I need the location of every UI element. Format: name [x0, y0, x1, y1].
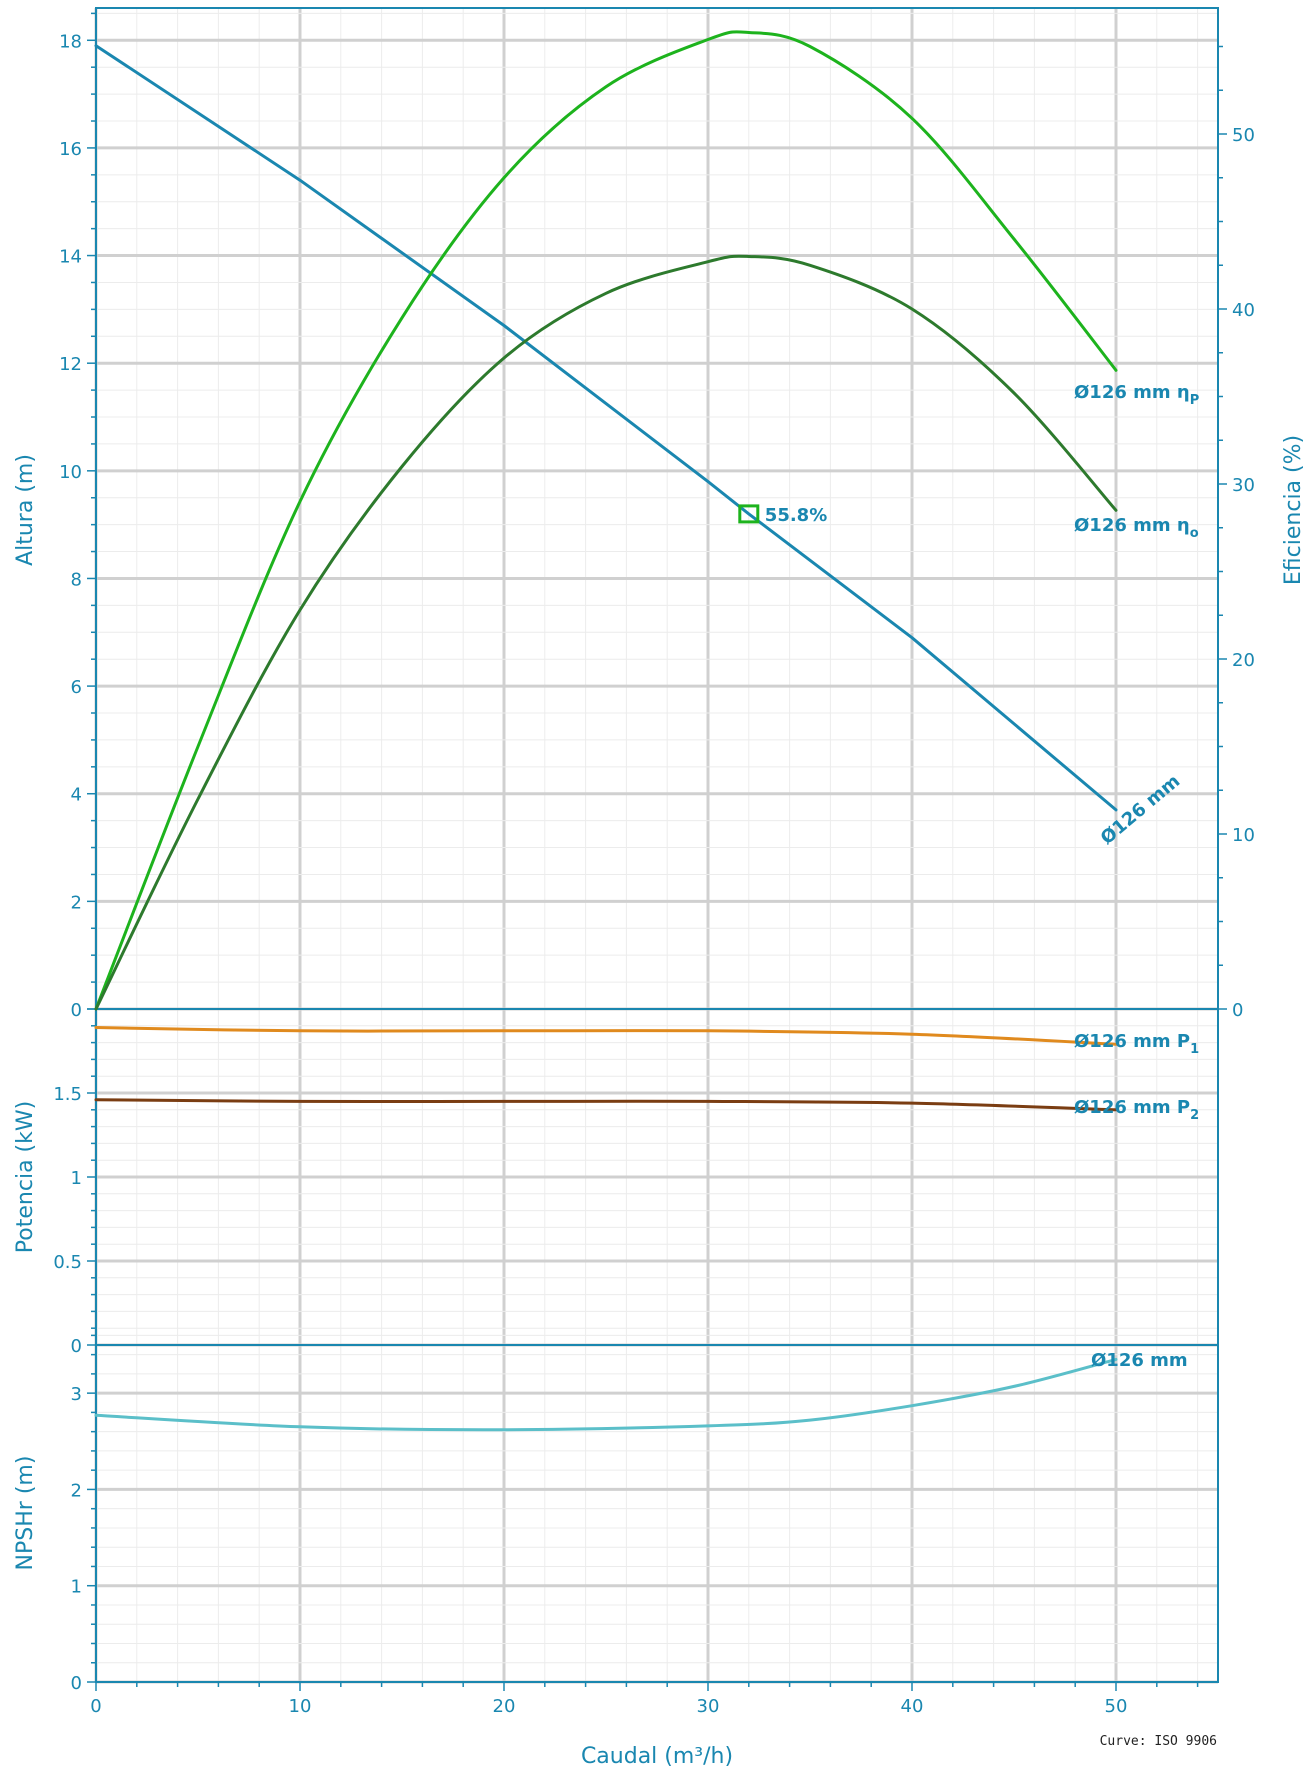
y-tick-label: 1.5	[53, 1084, 82, 1105]
eta-o-label-main: Ø126 mm η	[1074, 515, 1190, 536]
y-tick-label: 0.5	[53, 1252, 82, 1273]
bep-marker	[738, 504, 760, 524]
y-tick-label: 10	[59, 462, 82, 483]
y-tick-label: 4	[71, 785, 82, 806]
x-tick-label: 50	[1105, 1696, 1128, 1717]
eta-o-curve	[94, 254, 1118, 1011]
y-tick-label: 16	[59, 139, 82, 160]
x-tick-label: 10	[289, 1696, 312, 1717]
p1-label-sub: 1	[1190, 1042, 1199, 1057]
y-tick-label: 8	[71, 569, 82, 590]
x-tick-label: 40	[901, 1696, 924, 1717]
p1-curve	[94, 1026, 1118, 1046]
p1-label-main: Ø126 mm P	[1074, 1031, 1190, 1052]
y-tick-label: 0	[71, 1336, 82, 1357]
y-tick-label: 2	[71, 892, 82, 913]
eta-p-curve	[94, 30, 1118, 1011]
eta-p-label-main: Ø126 mm η	[1074, 382, 1190, 403]
eta-p-curve-label: Ø126 mm ηP	[1074, 382, 1199, 408]
npshr-axis-title: NPSHr (m)	[13, 1456, 38, 1571]
y-tick-label: 3	[71, 1384, 82, 1405]
p2-label-sub: 2	[1190, 1108, 1199, 1123]
y2-tick-label: 10	[1232, 825, 1255, 846]
head-curve	[94, 44, 1118, 812]
y2-tick-label: 0	[1232, 1000, 1243, 1021]
y2-tick-label: 20	[1232, 650, 1255, 671]
p2-curve	[94, 1098, 1118, 1112]
y-tick-label: 2	[71, 1480, 82, 1501]
y-tick-label: 18	[59, 31, 82, 52]
y-tick-label: 1	[71, 1577, 82, 1598]
y-tick-label: 12	[59, 354, 82, 375]
p2-label-main: Ø126 mm P	[1074, 1097, 1190, 1118]
eficiencia-axis-title: Eficiencia (%)	[1281, 435, 1306, 585]
y-tick-label: 1	[71, 1168, 82, 1189]
y-tick-label: 0	[71, 1000, 82, 1021]
npsh-curve-label: Ø126 mm	[1091, 1350, 1188, 1371]
x-tick-label: 30	[697, 1696, 720, 1717]
eta-o-curve-label: Ø126 mm ηo	[1074, 515, 1199, 541]
y-tick-label: 14	[59, 247, 82, 268]
p2-curve-label: Ø126 mm P2	[1074, 1097, 1199, 1123]
caudal-axis-title: Caudal (m³/h)	[581, 1744, 733, 1769]
npsh-panel-frame	[95, 1344, 1219, 1683]
potencia-axis-title: Potencia (kW)	[13, 1101, 38, 1253]
npsh-curve	[94, 1357, 1118, 1432]
y2-tick-label: 30	[1232, 475, 1255, 496]
x-tick-label: 20	[493, 1696, 516, 1717]
eta-p-label-sub: P	[1190, 393, 1200, 408]
altura-axis-title: Altura (m)	[13, 454, 38, 566]
y-tick-label: 6	[71, 677, 82, 698]
y-tick-label: 0	[71, 1673, 82, 1694]
bep-efficiency-label: 55.8%	[765, 505, 827, 526]
eta-o-label-sub: o	[1190, 526, 1199, 541]
y2-tick-label: 50	[1232, 125, 1255, 146]
curve-standard-footnote: Curve: ISO 9906	[1100, 1734, 1217, 1749]
p1-curve-label: Ø126 mm P1	[1074, 1031, 1199, 1057]
x-tick-label: 0	[90, 1696, 101, 1717]
y2-tick-label: 40	[1232, 300, 1255, 321]
head-curve-label: Ø126 mm	[1097, 771, 1185, 849]
curves	[94, 30, 1118, 1432]
grid	[94, 8, 1218, 1684]
